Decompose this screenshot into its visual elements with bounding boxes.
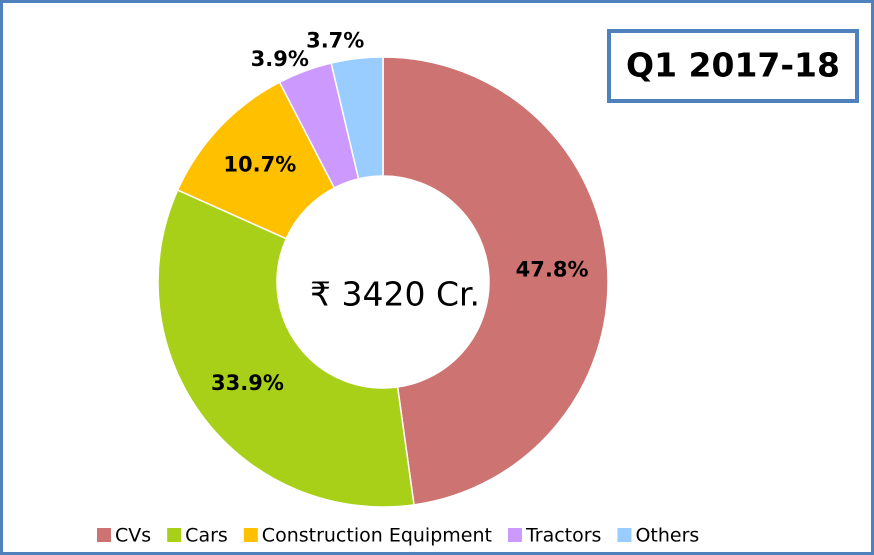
legend-label: Cars	[185, 525, 228, 547]
data-label: 10.7%	[223, 153, 296, 177]
legend-swatch	[167, 528, 182, 542]
legend-label: Others	[635, 525, 699, 547]
center-label: ₹ 3420 Cr.	[310, 275, 480, 314]
title-box	[607, 29, 859, 103]
legend-swatch	[507, 528, 522, 542]
slice	[157, 189, 415, 508]
legend-label: CVs	[115, 525, 151, 547]
slice	[330, 56, 384, 180]
legend-swatch	[243, 528, 258, 542]
data-label: 3.9%	[251, 47, 309, 71]
slice	[382, 56, 609, 506]
data-label: 33.9%	[211, 371, 284, 395]
legend-swatch	[617, 528, 632, 542]
data-label: 47.8%	[516, 257, 589, 281]
data-label: 3.7%	[306, 29, 364, 53]
legend-label: Construction Equipment	[262, 525, 492, 547]
legend-label: Tractors	[525, 525, 602, 547]
chart-title: Q1 2017-18	[626, 46, 840, 85]
legend-swatch	[97, 528, 111, 542]
